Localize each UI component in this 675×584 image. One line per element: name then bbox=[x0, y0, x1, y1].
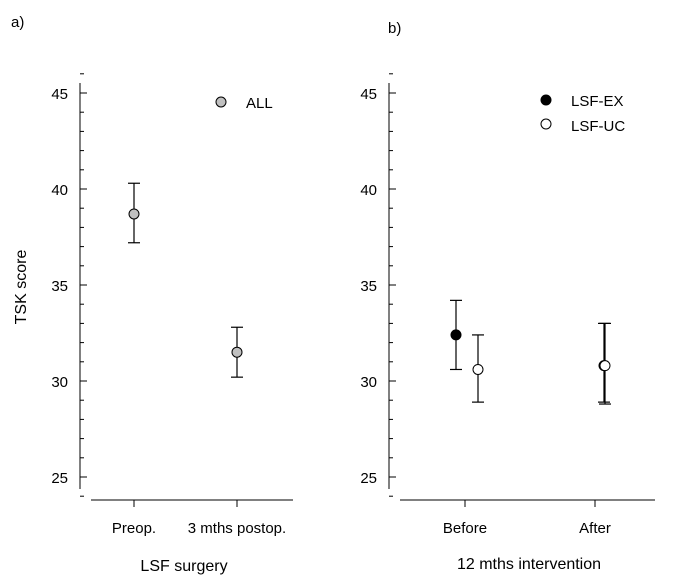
x-tick-label: 3 mths postop. bbox=[188, 520, 286, 537]
panel-b: b) 25 30 35 40 45 Before After 12 mths interv… bbox=[360, 20, 655, 573]
y-tick-label: 25 bbox=[51, 470, 68, 487]
data-point bbox=[472, 363, 484, 375]
panel-a: a) 25 30 35 40 45 Preop. 3 mths postop. LSF s… bbox=[11, 14, 293, 575]
legend-marker-lsf-ex bbox=[540, 94, 552, 106]
x-tick-label: Before bbox=[443, 520, 487, 537]
panel-b-x-title: 12 mths intervention bbox=[457, 556, 601, 573]
data-point bbox=[599, 360, 611, 372]
y-tick-label: 35 bbox=[360, 278, 377, 295]
y-tick-label: 40 bbox=[51, 182, 68, 199]
y-tick-label: 35 bbox=[51, 278, 68, 295]
y-tick-label: 40 bbox=[360, 182, 377, 199]
panel-a-x-title: LSF surgery bbox=[140, 558, 227, 575]
y-tick-label: 30 bbox=[360, 374, 377, 391]
y-tick-label: 45 bbox=[51, 86, 68, 103]
y-tick-label: 45 bbox=[360, 86, 377, 103]
legend-marker-lsf-uc bbox=[540, 118, 552, 130]
panel-a-y-title: TSK score bbox=[13, 250, 30, 325]
panel-a-label: a) bbox=[11, 14, 24, 31]
data-point bbox=[450, 329, 462, 341]
legend-label-lsf-ex: LSF-EX bbox=[571, 93, 624, 110]
data-point bbox=[231, 346, 243, 358]
x-tick-label: After bbox=[579, 520, 611, 537]
x-tick-label: Preop. bbox=[112, 520, 156, 537]
legend-label-lsf-uc: LSF-UC bbox=[571, 118, 625, 135]
y-tick-label: 30 bbox=[51, 374, 68, 391]
y-tick-label: 25 bbox=[360, 470, 377, 487]
panel-b-label: b) bbox=[388, 20, 401, 37]
legend-marker-all bbox=[215, 96, 227, 108]
data-point bbox=[128, 208, 140, 220]
legend-label-all: ALL bbox=[246, 95, 273, 112]
